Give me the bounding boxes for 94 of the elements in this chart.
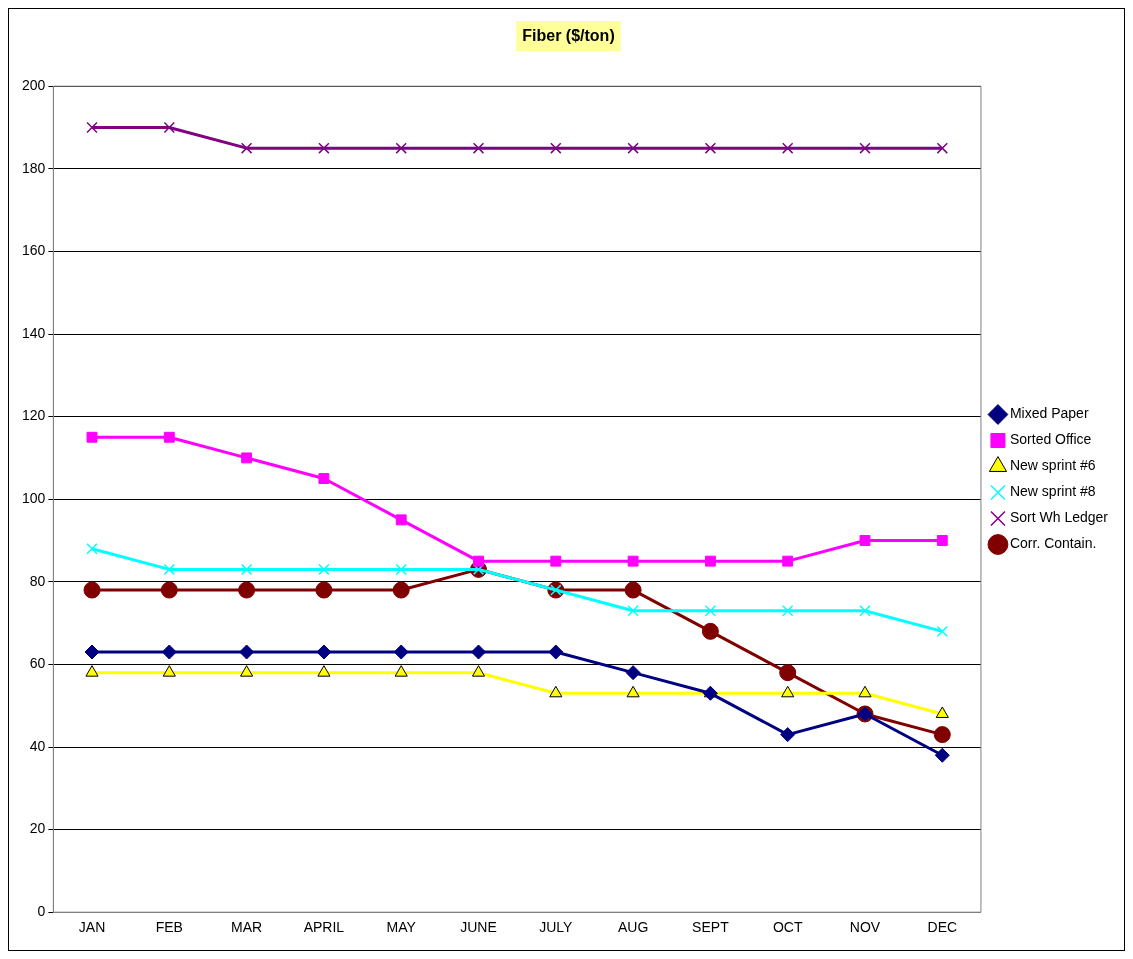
point	[782, 555, 794, 567]
point	[627, 142, 639, 154]
y-tick-label: 60	[29, 655, 46, 672]
point	[163, 431, 175, 443]
legend-label: Mixed Paper	[1009, 405, 1089, 422]
legend-label: Sort Wh Ledger	[1009, 509, 1109, 526]
point	[240, 142, 253, 154]
point	[472, 142, 485, 154]
y-tick-label: 120	[22, 407, 46, 424]
point	[471, 665, 486, 677]
x-tick-label: JAN	[78, 919, 106, 936]
y-tick-label: 180	[22, 159, 46, 176]
x-tick-label: JUNE	[460, 919, 497, 936]
point	[85, 665, 99, 677]
y-tick-label: 160	[22, 242, 46, 259]
point	[238, 581, 256, 599]
point	[935, 706, 949, 718]
chart-title: Fiber ($/ton)	[522, 27, 615, 45]
point	[934, 747, 950, 763]
point	[933, 726, 951, 744]
point	[315, 581, 333, 599]
point	[392, 581, 410, 599]
point	[86, 543, 98, 555]
point	[704, 142, 717, 154]
x-tick-label: AUG	[617, 919, 649, 936]
point	[704, 555, 716, 567]
x-tick-label: FEB	[155, 919, 183, 936]
x-tick-label: DEC	[927, 919, 958, 936]
point	[936, 535, 948, 546]
x-tick-label: MAY	[386, 919, 417, 936]
x-tick-label: MAR	[231, 919, 263, 936]
x-tick-label: SEPT	[692, 919, 730, 936]
point	[240, 665, 254, 677]
point	[395, 142, 407, 154]
point	[160, 581, 178, 599]
point	[394, 665, 408, 677]
point	[549, 685, 563, 698]
point	[86, 431, 98, 443]
x-tick-label: APRIL	[303, 919, 345, 936]
point	[241, 452, 253, 464]
point	[239, 644, 255, 660]
legend-label: New sprint #6	[1009, 457, 1096, 474]
point	[393, 644, 409, 660]
legend-label: Corr. Contain.	[1009, 535, 1097, 552]
point	[550, 142, 562, 154]
point	[780, 727, 796, 743]
point	[550, 555, 562, 567]
point	[782, 605, 794, 617]
point	[548, 644, 564, 660]
y-tick-label: 140	[22, 324, 46, 341]
point	[471, 644, 487, 660]
point	[83, 581, 101, 599]
point	[626, 685, 640, 698]
legend-label: Sorted Office	[1009, 431, 1092, 448]
point	[473, 555, 484, 567]
point	[936, 142, 948, 154]
point	[316, 644, 332, 660]
point	[936, 625, 948, 638]
x-tick-label: JULY	[539, 919, 574, 936]
point	[624, 581, 642, 599]
point	[163, 121, 176, 134]
point	[84, 644, 100, 660]
point	[317, 665, 331, 677]
point	[625, 665, 641, 681]
y-tick-label: 40	[29, 737, 46, 754]
point	[704, 605, 717, 617]
y-tick-label: 80	[29, 572, 46, 589]
point	[858, 685, 872, 698]
point	[779, 664, 797, 682]
point	[162, 665, 176, 677]
point	[859, 142, 871, 154]
point	[395, 514, 407, 526]
point	[161, 644, 177, 660]
x-tick-label: OCT	[772, 919, 803, 936]
point	[782, 142, 794, 154]
point	[318, 563, 330, 576]
point	[240, 563, 253, 576]
y-tick-label: 200	[22, 77, 46, 94]
point	[163, 563, 176, 576]
x-tick-label: NOV	[849, 919, 881, 936]
point	[859, 605, 871, 617]
point	[627, 605, 639, 617]
point	[318, 473, 330, 484]
point	[859, 535, 871, 546]
point	[86, 121, 98, 134]
y-tick-label: 0	[37, 903, 46, 920]
y-tick-label: 100	[22, 490, 46, 507]
y-tick-label: 20	[29, 820, 46, 837]
legend-label: New sprint #8	[1009, 483, 1096, 500]
point	[627, 555, 639, 567]
point	[318, 142, 330, 154]
point	[395, 563, 407, 576]
point	[701, 622, 719, 640]
point	[781, 685, 795, 698]
